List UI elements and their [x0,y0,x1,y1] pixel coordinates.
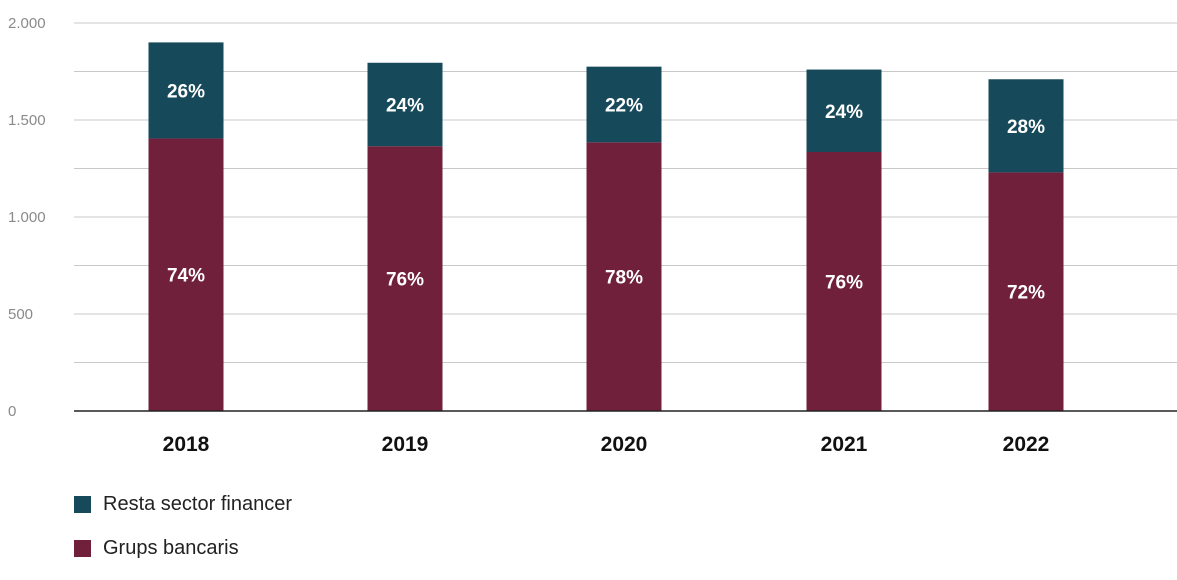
bar-segment-grups-bancaris-2018 [148,138,224,411]
data-label-grups-bancaris-2019: 76% [386,270,424,291]
legend-label: Resta sector financer [103,492,292,515]
bar-segment-resta-sector-financer-2021 [806,69,882,153]
legend-swatch-grups-bancaris [74,539,91,557]
data-label-resta-sector-financer-2022: 28% [1007,117,1045,138]
data-label-resta-sector-financer-2018: 26% [167,81,205,102]
bars: 74% 26% 76% 24% 78% 22% 76% 24% 72% 28% [148,42,1064,411]
bar-segment-resta-sector-financer-2020 [586,66,662,143]
y-axis-ticks: 0 500 1.000 1.500 2.000 [8,15,46,420]
data-label-resta-sector-financer-2021: 24% [825,102,863,123]
data-label-grups-bancaris-2021: 76% [825,273,863,294]
bar-segment-grups-bancaris-2022 [988,172,1064,411]
bar-segment-resta-sector-financer-2019 [367,62,443,147]
x-tick-label-2020: 2020 [601,433,648,456]
legend-swatch-resta-sector-financer [74,495,91,513]
y-tick-label: 1.000 [8,209,46,226]
bar-segment-grups-bancaris-2019 [367,146,443,411]
legend-label: Grups bancaris [103,536,239,559]
y-tick-label: 0 [8,403,16,420]
data-label-grups-bancaris-2018: 74% [167,266,205,287]
bar-segment-resta-sector-financer-2022 [988,79,1064,173]
y-tick-label: 500 [8,306,33,323]
legend: Resta sector financer Grups bancaris [74,492,292,580]
y-tick-label: 1.500 [8,112,46,129]
bar-segment-grups-bancaris-2021 [806,152,882,411]
y-tick-label: 2.000 [8,15,46,32]
x-tick-label-2021: 2021 [821,433,868,456]
x-tick-label-2022: 2022 [1003,433,1050,456]
data-label-grups-bancaris-2020: 78% [605,268,643,289]
legend-item-resta-sector-financer: Resta sector financer [74,492,292,516]
x-tick-label-2019: 2019 [382,433,429,456]
legend-item-grups-bancaris: Grups bancaris [74,536,292,560]
bar-segment-grups-bancaris-2020 [586,142,662,411]
data-label-resta-sector-financer-2020: 22% [605,95,643,116]
bar-segment-resta-sector-financer-2018 [148,42,224,139]
data-label-resta-sector-financer-2019: 24% [386,95,424,116]
data-label-grups-bancaris-2022: 72% [1007,283,1045,304]
x-axis-ticks: 2018 2019 2020 2021 2022 [163,433,1050,456]
stacked-bar-chart: 0 500 1.000 1.500 2.000 74% 26% 76% 24% 78% 22% 76… [8,15,1177,456]
x-tick-label-2018: 2018 [163,433,210,456]
